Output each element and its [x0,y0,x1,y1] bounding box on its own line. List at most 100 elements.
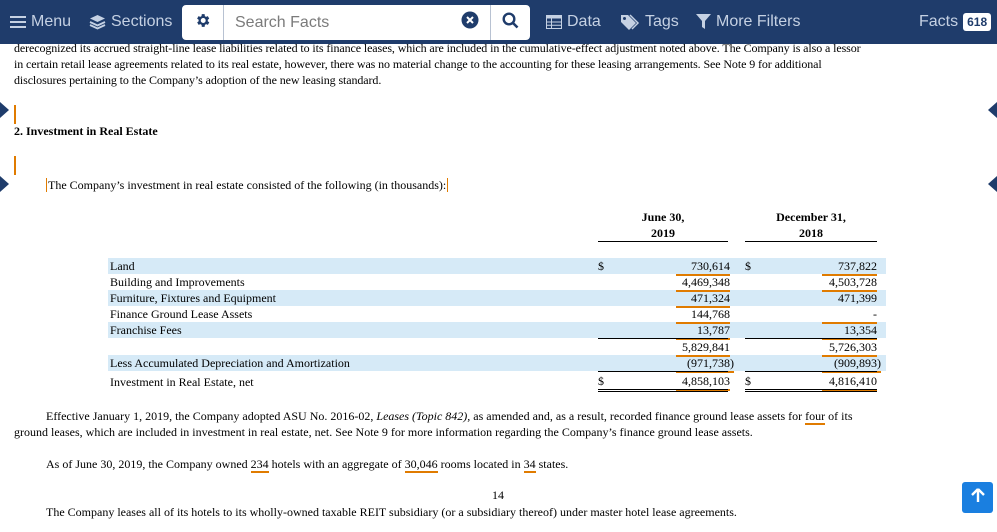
asu-text-line2: ground leases, which are included in inv… [14,425,753,439]
head-rule-1 [598,241,728,242]
tags-icon [620,14,640,30]
arrow-up-icon [970,487,985,508]
asu-text-a: Effective January 1, 2019, the Company a… [46,409,377,423]
row-label-net: Investment in Real Estate, net [110,375,254,389]
fact-value[interactable]: 471,399 [838,291,877,305]
section-heading: 2. Investment in Real Estate [14,124,158,138]
fact-marker [14,156,16,175]
lease-paragraph: The Company leases all of its hotels to … [46,505,737,519]
fact-value[interactable]: 144,768 [676,306,730,324]
double-rule-2a [745,389,877,390]
sections-label: Sections [111,13,173,30]
next-fact-arrow-right[interactable] [988,176,997,192]
tags-button[interactable]: Tags [620,0,679,44]
page-number: 14 [492,488,504,502]
fact-value[interactable]: 4,858,103 [676,373,730,391]
hotels-text-d: states. [535,457,569,471]
menu-button[interactable]: Menu [10,0,71,44]
sections-button[interactable]: Sections [89,0,172,44]
data-button[interactable]: Data [546,0,601,44]
scroll-to-top-button[interactable] [962,482,993,513]
more-filters-label: More Filters [716,13,801,30]
top-paragraph-line-1: derecognized its accrued straight-line l… [14,44,861,55]
double-rule-2b [745,391,877,392]
fact-value[interactable]: - [822,306,877,324]
fact-rooms-count[interactable]: 30,046 [404,457,438,473]
hotels-paragraph: As of June 30, 2019, the Company owned 2… [14,456,932,473]
data-label: Data [567,13,601,30]
row-bg-depreciation [108,355,886,371]
asu-text-italic: Leases (Topic 842), [376,409,471,423]
facts-button[interactable]: Facts 618 [919,0,992,44]
intro-fact-text[interactable]: The Company’s investment in real estate … [46,178,449,192]
row-label-depreciation: Less Accumulated Depreciation and Amorti… [110,356,350,370]
fact-value[interactable]: 730,614 [676,258,730,276]
tags-label: Tags [645,13,679,30]
menu-label: Menu [31,13,72,30]
currency-sign: $ [598,259,604,273]
row-label-franchise: Franchise Fees [110,323,182,337]
asu-paragraph: Effective January 1, 2019, the Company a… [14,408,932,440]
search-icon [502,11,519,34]
currency-sign: $ [745,374,751,388]
double-rule-1a [598,389,728,390]
fact-states-count[interactable]: 34 [523,457,536,473]
fact-value[interactable]: (909,893) [822,355,881,373]
search-input[interactable] [224,5,474,40]
total-rule-2 [745,371,877,372]
hotels-text-c: rooms located in [437,457,524,471]
facts-count-badge: 618 [963,13,992,31]
asu-text-b: as amended and, as a result, recorded fi… [470,409,806,423]
hotels-text-b: hotels with an aggregate of [268,457,405,471]
search-settings-button[interactable] [182,5,224,40]
row-label-furniture: Furniture, Fixtures and Equipment [110,291,276,305]
fact-value[interactable]: (971,738) [676,355,734,373]
search-box [181,4,531,41]
layers-icon [89,14,106,30]
section-marker [14,105,16,124]
head-rule-2 [745,241,877,242]
fact-value[interactable]: 5,829,841 [676,339,730,357]
subtotal-rule-2 [745,338,877,339]
intro-text[interactable]: The Company’s investment in real estate … [46,177,449,193]
prev-section-arrow-left[interactable] [0,102,9,118]
fact-value[interactable]: 471,324 [676,290,730,308]
col-june-2019-head: June 30, 2019 [598,209,728,241]
col2-head-line1: December 31, [776,210,846,224]
col2-head-line2: 2018 [799,226,823,240]
fact-value[interactable]: 4,816,410 [822,373,877,391]
table-icon [546,15,562,29]
row-label-land: Land [110,259,135,273]
asu-text-c: of its [825,409,853,423]
document-viewer: derecognized its accrued straight-line l… [0,44,997,532]
fact-value[interactable]: 4,469,348 [676,274,730,292]
fact-value[interactable]: 13,787 [676,322,730,340]
row-label-ground-lease: Finance Ground Lease Assets [110,307,253,321]
more-filters-button[interactable]: More Filters [696,0,800,44]
row-bg-franchise [108,322,886,338]
top-paragraph-line-2: in certain retail lease agreements relat… [14,57,822,71]
fact-ground-leases-count[interactable]: four [805,409,826,425]
hamburger-icon [10,15,26,29]
search-submit-button[interactable] [490,5,530,40]
row-bg-furniture [108,290,886,306]
top-paragraph-line-3: disclosures pertaining to the Company’s … [14,73,382,87]
fact-value[interactable]: 737,822 [822,258,877,276]
total-rule-1 [598,371,728,372]
fact-value[interactable]: 13,354 [822,322,877,340]
clear-search-button[interactable] [450,5,490,40]
double-rule-1b [598,391,728,392]
facts-label: Facts [919,13,959,30]
fact-value[interactable]: 4,503,728 [822,274,877,292]
next-section-arrow-right[interactable] [988,102,997,118]
col-dec-2018-head: December 31, 2018 [745,209,877,241]
currency-sign: $ [598,374,604,388]
fact-value[interactable]: 5,726,303 [822,339,877,357]
col1-head-line1: June 30, [641,210,685,224]
fact-hotels-count[interactable]: 234 [250,457,269,473]
toolbar: Menu Sections Data [0,0,997,44]
subtotal-rule-1 [598,338,728,339]
hotels-text-a: As of June 30, 2019, the Company owned [46,457,251,471]
filter-icon [696,14,711,30]
prev-fact-arrow-left[interactable] [0,176,9,192]
